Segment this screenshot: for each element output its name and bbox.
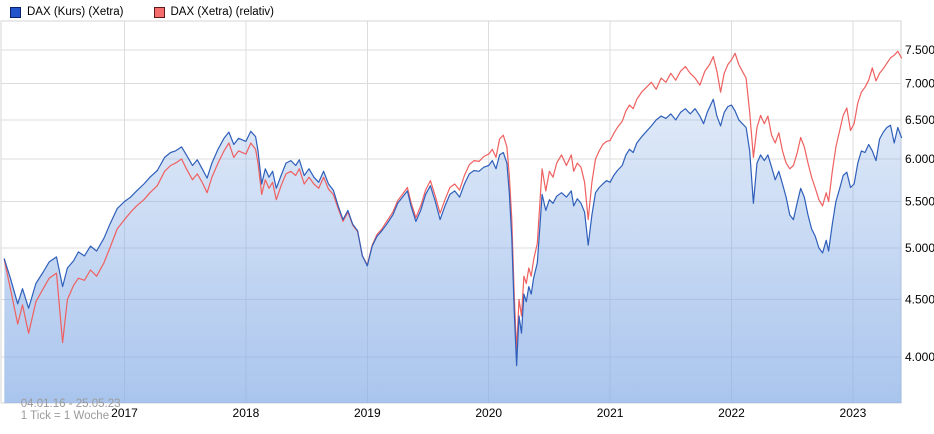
- y-tick-label: 6.500: [905, 113, 934, 127]
- date-range-text: 04.01.16 - 25.05.23: [20, 398, 121, 410]
- x-tick-label: 2018: [233, 406, 260, 420]
- chart-legend: DAX (Kurs) (Xetra) DAX (Xetra) (relativ): [10, 4, 304, 20]
- x-tick-label: 2017: [111, 406, 138, 420]
- legend-label-relativ: DAX (Xetra) (relativ): [170, 6, 275, 18]
- chart-status-bar: 04.01.16 - 25.05.23 1 Tick = 1 Woche: [8, 386, 135, 434]
- y-tick-label: 7.000: [905, 77, 934, 91]
- y-tick-label: 5.000: [905, 241, 934, 255]
- price-chart-canvas[interactable]: 4.000 4.500 5.000 5.500 6.000 6.500 7.000 7.500…: [0, 0, 934, 422]
- tick-interval-text: 1 Tick = 1 Woche: [20, 410, 110, 422]
- y-tick-label: 6.000: [905, 152, 934, 166]
- y-tick-label: 4.000: [905, 350, 934, 364]
- chart-widget: 4.000 4.500 5.000 5.500 6.000 6.500 7.000 7.500…: [0, 0, 934, 422]
- legend-label-kurs: DAX (Kurs) (Xetra): [27, 6, 124, 18]
- kurs-series-swatch-icon: [10, 6, 21, 18]
- x-tick-label: 2022: [718, 406, 745, 420]
- relativ-line: [3, 50, 903, 352]
- y-tick-label: 4.500: [905, 292, 934, 306]
- kurs-line: [3, 98, 903, 367]
- y-tick-label: 7.500: [905, 43, 934, 57]
- legend-item-dax-relativ: DAX (Xetra) (relativ): [153, 4, 275, 20]
- x-tick-label: 2019: [354, 406, 381, 420]
- kurs-area-fill: [4, 99, 902, 404]
- x-tick-label: 2023: [840, 406, 867, 420]
- x-tick-label: 2020: [475, 406, 502, 420]
- relativ-series-swatch-icon: [153, 6, 165, 18]
- y-tick-label: 5.500: [905, 194, 934, 208]
- legend-item-dax-kurs: DAX (Kurs) (Xetra): [10, 4, 124, 20]
- x-tick-label: 2021: [597, 406, 624, 420]
